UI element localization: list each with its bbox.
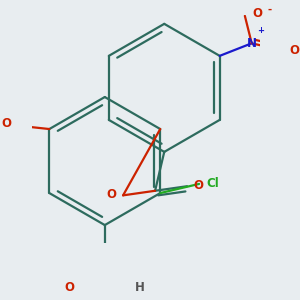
Text: Cl: Cl: [206, 177, 219, 190]
Text: N: N: [247, 37, 257, 50]
Text: O: O: [107, 188, 117, 201]
Text: O: O: [289, 44, 299, 57]
Text: O: O: [252, 7, 262, 20]
Text: O: O: [64, 281, 74, 295]
Text: O: O: [194, 178, 204, 192]
Text: -: -: [268, 5, 272, 15]
Text: H: H: [135, 281, 145, 295]
Text: +: +: [257, 26, 264, 35]
Text: O: O: [1, 117, 11, 130]
